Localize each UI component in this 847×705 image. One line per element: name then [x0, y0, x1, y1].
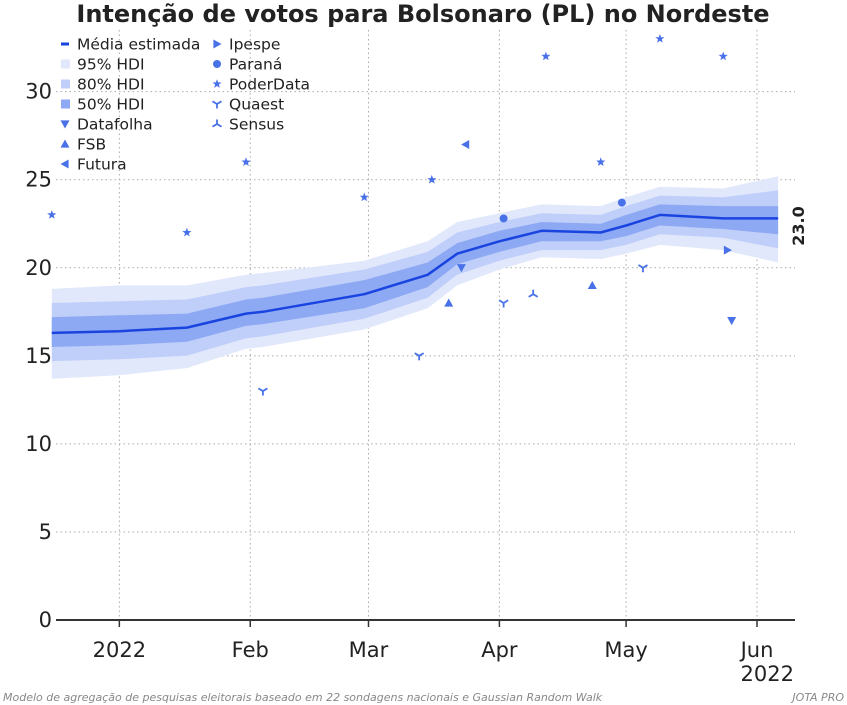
y-tick-label: 0	[39, 608, 52, 632]
y-tick-label: 10	[25, 432, 52, 456]
legend-label: Ipespe	[229, 36, 280, 54]
poll-point	[528, 289, 539, 298]
legend-label: 80% HDI	[77, 76, 145, 94]
legend-label: Paraná	[229, 56, 282, 74]
poll-point	[718, 51, 728, 61]
poll-point	[727, 316, 737, 326]
legend-swatch	[212, 100, 222, 109]
poll-point	[461, 139, 470, 149]
footer-note: Modelo de agregação de pesquisas eleitor…	[3, 691, 603, 704]
legend-item: Ipespe	[213, 36, 280, 54]
poll-point	[587, 280, 597, 289]
y-tick-label: 30	[25, 80, 52, 104]
poll-point	[499, 214, 508, 223]
legend-label: 50% HDI	[77, 96, 145, 114]
y-tick-label: 25	[25, 168, 52, 192]
poll-markers	[47, 34, 737, 396]
legend-item: Paraná	[213, 56, 282, 74]
legend-swatch	[61, 79, 70, 89]
legend-label: Futura	[77, 156, 127, 174]
footer-credit: JOTA PRO	[790, 691, 844, 704]
x-tick-label: 2022	[93, 638, 146, 662]
x-tick-label: Jun	[739, 638, 774, 662]
y-tick-label: 5	[39, 520, 52, 544]
legend-item: 50% HDI	[61, 96, 145, 114]
legend-label: Quaest	[229, 96, 284, 114]
legend-swatch	[213, 60, 221, 68]
legend-swatch	[61, 59, 70, 69]
legend-label: Sensus	[229, 116, 284, 134]
legend-item: Média estimada	[61, 36, 200, 54]
poll-point	[427, 174, 437, 184]
legend: Média estimada 95% HDI 80% HDI 50% HDI Dataf…	[60, 36, 310, 174]
poll-point	[47, 210, 57, 219]
poll-point	[257, 387, 268, 396]
legend-item: Datafolha	[60, 116, 153, 134]
poll-point	[414, 352, 425, 361]
last-value-label: 23.0	[789, 206, 808, 245]
poll-point	[617, 198, 626, 207]
legend-item: Quaest	[212, 96, 284, 114]
legend-swatch	[212, 79, 222, 88]
poll-point	[444, 298, 454, 307]
legend-swatch	[60, 120, 70, 129]
hdi50-band	[51, 204, 779, 347]
y-tick-label: 15	[25, 344, 52, 368]
legend-item: Sensus	[212, 116, 284, 134]
legend-item: 80% HDI	[61, 76, 145, 94]
poll-point	[723, 245, 732, 255]
legend-item: PoderData	[212, 76, 310, 94]
poll-point	[359, 192, 369, 202]
poll-point	[241, 157, 251, 166]
legend-item: Futura	[60, 156, 127, 174]
mean-line	[51, 213, 779, 335]
chart-title: Intenção de votos para Bolsonaro (PL) no…	[76, 0, 769, 28]
poll-point	[541, 51, 551, 61]
poll-point	[182, 227, 192, 237]
y-tick-label: 20	[25, 256, 52, 280]
legend-swatch	[61, 99, 70, 109]
legend-swatch	[60, 139, 70, 148]
legend-label: FSB	[77, 136, 106, 154]
x-tick-label: Apr	[481, 638, 518, 662]
legend-label: PoderData	[229, 76, 310, 94]
mean-line-group	[51, 213, 779, 335]
poll-point	[596, 157, 606, 166]
legend-label: Média estimada	[77, 36, 200, 54]
legend-item: 95% HDI	[61, 56, 145, 74]
x-tick-label: Feb	[232, 638, 269, 662]
legend-swatch	[213, 39, 222, 49]
legend-item: FSB	[60, 136, 106, 154]
legend-label: 95% HDI	[77, 56, 145, 74]
x-tick-label: May	[604, 638, 647, 662]
legend-swatch	[60, 159, 69, 169]
poll-point	[638, 264, 648, 273]
legend-swatch	[212, 119, 222, 128]
legend-label: Datafolha	[77, 116, 153, 134]
poll-point	[456, 264, 466, 273]
poll-point	[498, 299, 509, 308]
x-tick-label: Mar	[349, 638, 389, 662]
poll-point	[655, 34, 665, 43]
x-offset-label: 2022	[741, 662, 794, 686]
